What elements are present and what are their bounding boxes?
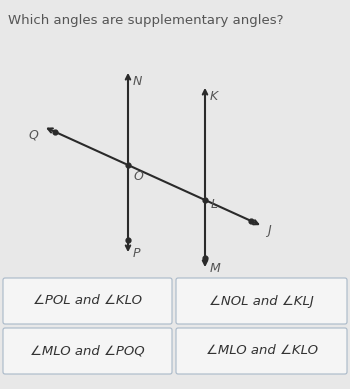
Text: ∠MLO and ∠POQ: ∠MLO and ∠POQ [30, 345, 145, 357]
Text: P: P [133, 247, 140, 260]
Text: N: N [133, 75, 142, 88]
FancyBboxPatch shape [176, 278, 347, 324]
FancyBboxPatch shape [3, 328, 172, 374]
Text: O: O [133, 170, 143, 183]
Text: ∠MLO and ∠KLO: ∠MLO and ∠KLO [205, 345, 317, 357]
FancyBboxPatch shape [176, 328, 347, 374]
Text: J: J [267, 224, 271, 237]
Text: ∠POL and ∠KLO: ∠POL and ∠KLO [33, 294, 142, 307]
FancyBboxPatch shape [3, 278, 172, 324]
Text: ∠NOL and ∠KLJ: ∠NOL and ∠KLJ [209, 294, 314, 307]
Text: Which angles are supplementary angles?: Which angles are supplementary angles? [8, 14, 284, 27]
Text: K: K [210, 90, 218, 103]
Text: M: M [210, 262, 221, 275]
Text: L: L [211, 198, 218, 211]
Text: Q: Q [28, 128, 38, 142]
